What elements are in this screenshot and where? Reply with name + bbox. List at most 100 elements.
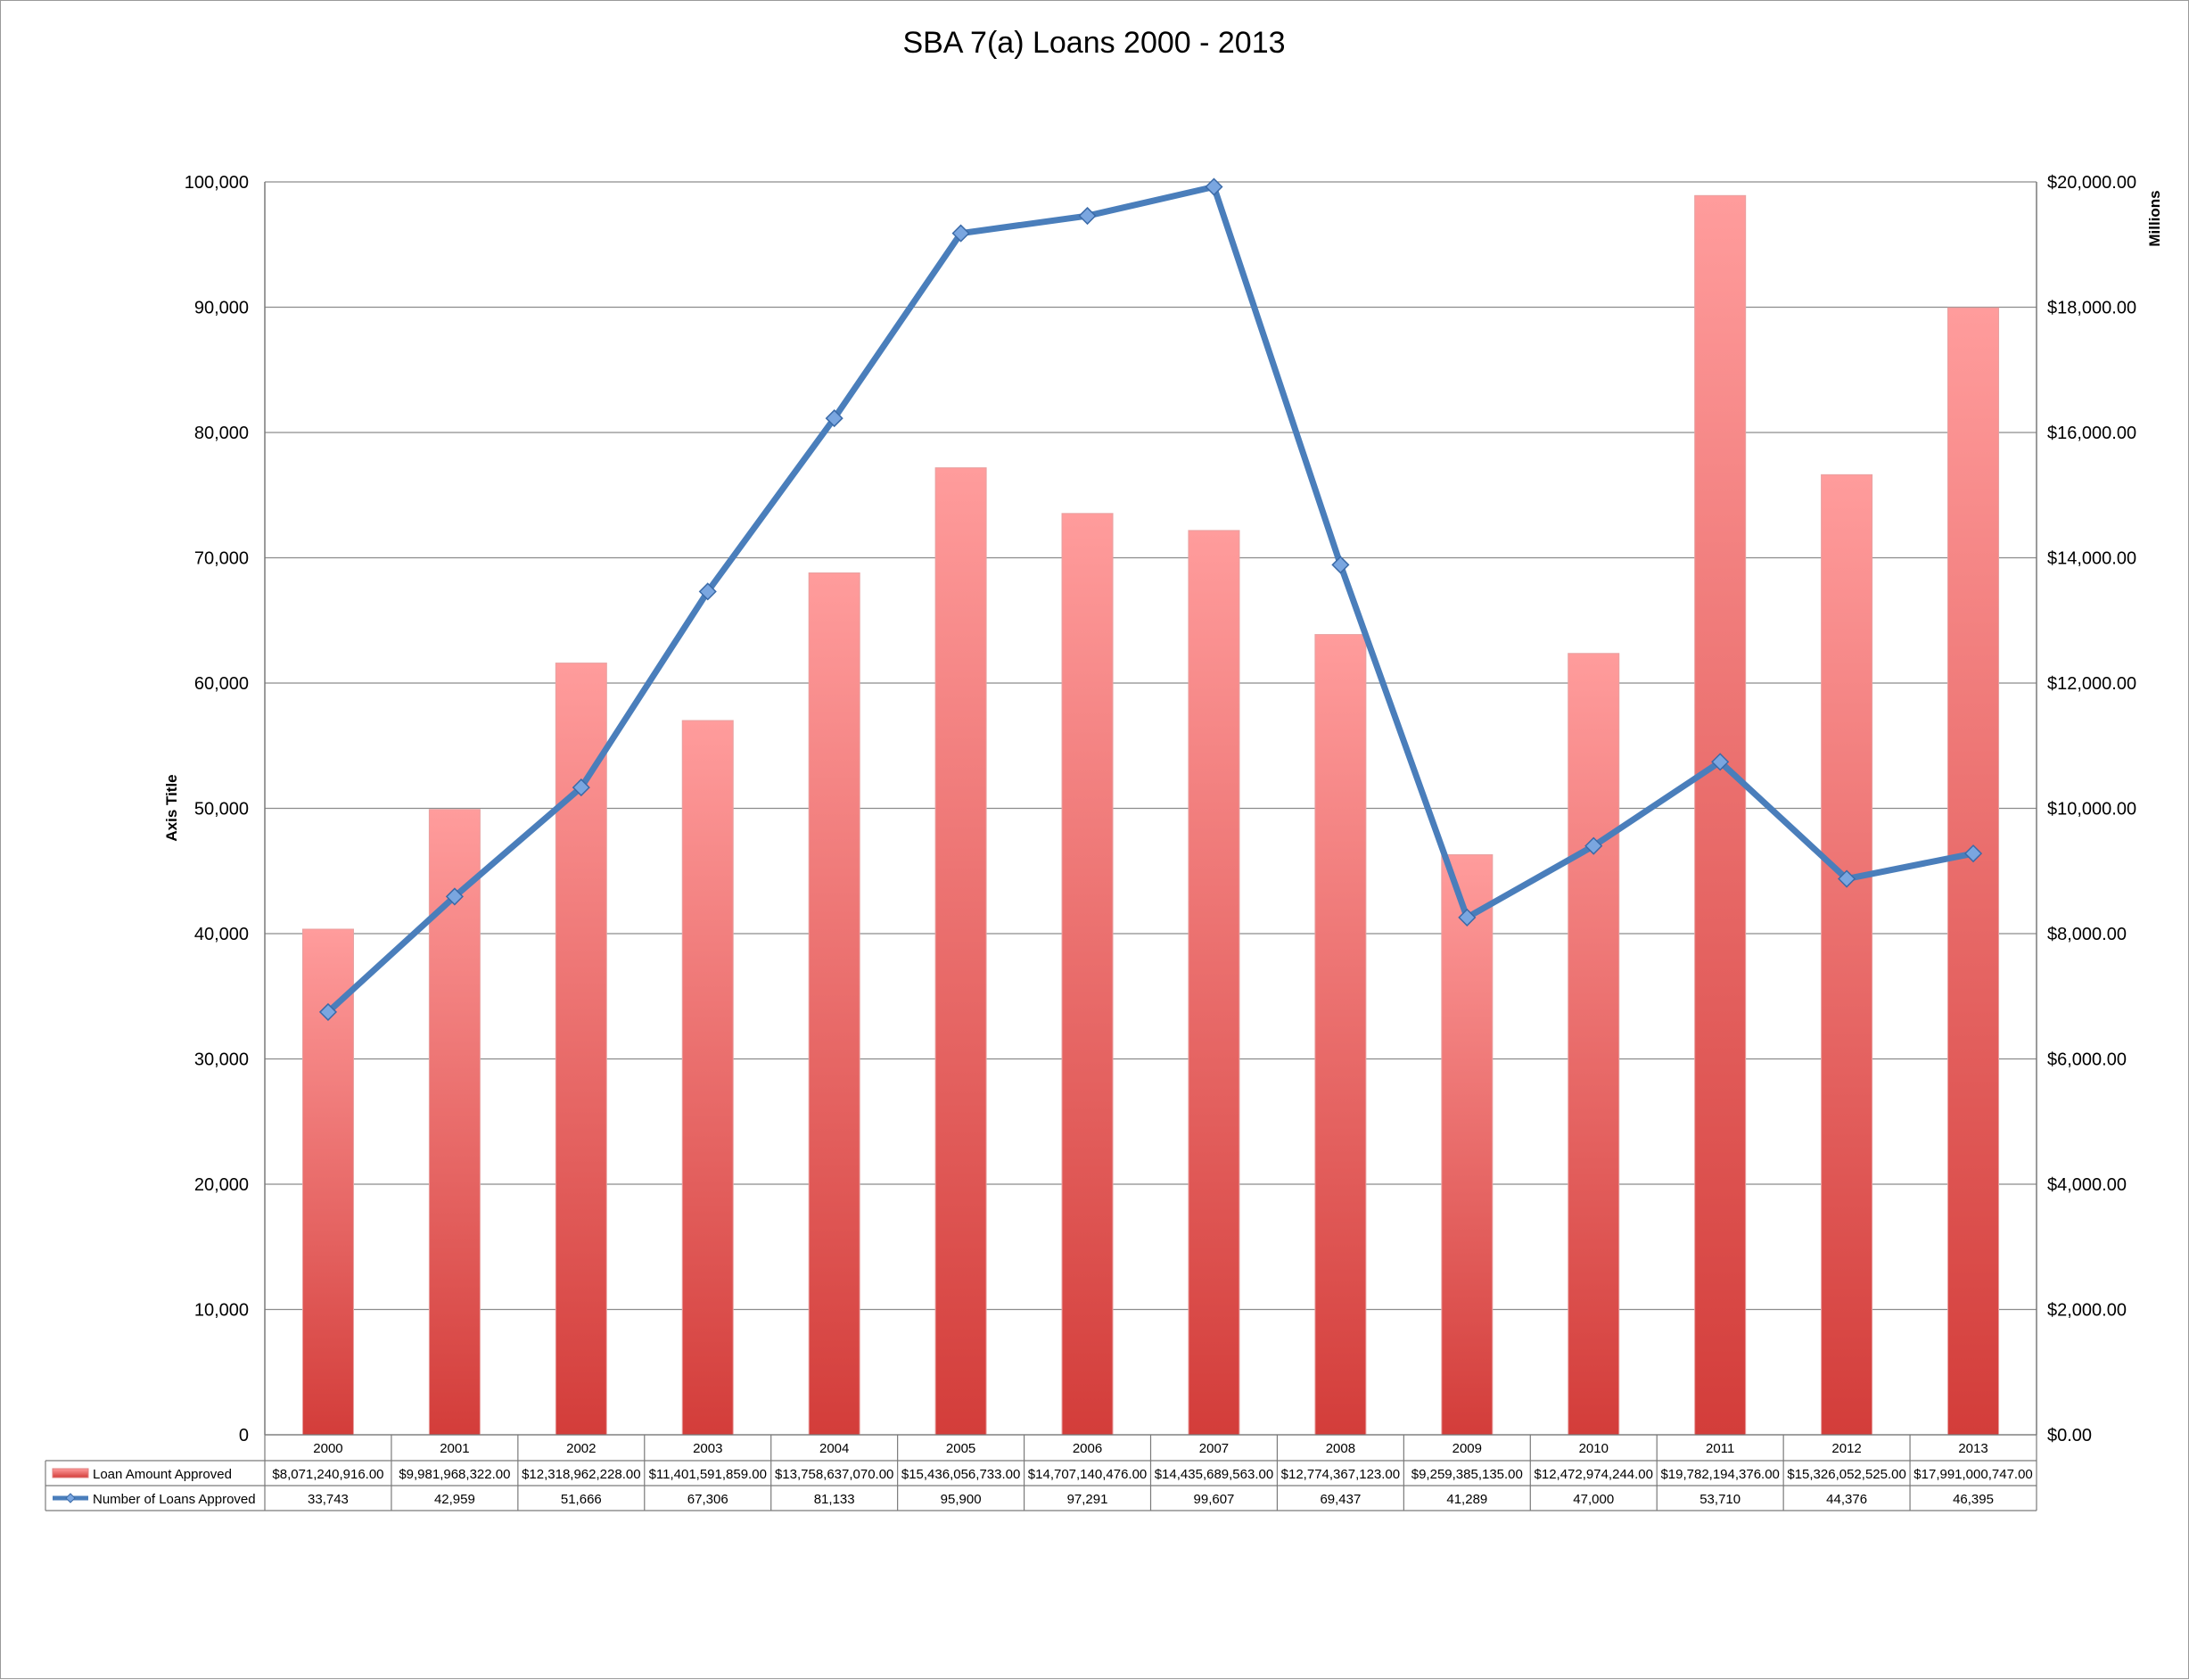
loan-amount-cell: $17,991,000,747.00 — [1913, 1467, 2032, 1482]
loan-count-cell: 81,133 — [814, 1492, 855, 1507]
loan-amount-cell: $12,774,367,123.00 — [1281, 1467, 1400, 1482]
bar-series — [301, 194, 2000, 1436]
loan-amount-cell: $12,472,974,244.00 — [1535, 1467, 1653, 1482]
loan-count-cell: 33,743 — [308, 1492, 349, 1507]
loan-amount-cell: $15,326,052,525.00 — [1787, 1467, 1905, 1482]
line-series — [318, 177, 1983, 1021]
loan-count-cell: 47,000 — [1573, 1492, 1614, 1507]
data-table: 2000 $8,071,240,916.00 33,743 2001 $9,981,96… — [45, 1434, 2037, 1511]
category-label: 2005 — [946, 1441, 975, 1456]
loan-amount-cell: $19,782,194,376.00 — [1660, 1467, 1779, 1482]
left-tick-label: 30,000 — [194, 1050, 249, 1070]
line-point — [825, 409, 844, 428]
line-point — [1584, 836, 1603, 855]
loan-count-cell: 41,289 — [1446, 1492, 1487, 1507]
line-point — [445, 887, 464, 906]
line-point — [951, 224, 970, 243]
category-label: 2012 — [1831, 1441, 1861, 1456]
line-point — [1205, 177, 1223, 196]
bar — [1061, 513, 1114, 1436]
category-label: 2003 — [693, 1441, 722, 1456]
left-tick-label: 20,000 — [194, 1175, 249, 1195]
bar — [808, 572, 860, 1436]
left-tick-label: 10,000 — [194, 1301, 249, 1321]
line-point — [698, 582, 717, 601]
right-tick-label: $10,000.00 — [2047, 800, 2136, 819]
loan-amount-cell: $14,707,140,476.00 — [1028, 1467, 1147, 1482]
left-tick-label: 60,000 — [194, 674, 249, 694]
left-axis-ticks: 0 10,000 20,000 30,000 40,000 50,000 60,000 70,… — [185, 173, 249, 1445]
line-point — [1458, 908, 1477, 926]
legend-label-loan-amount: Loan Amount Approved — [93, 1467, 232, 1482]
category-label: 2001 — [440, 1441, 469, 1456]
category-label: 2010 — [1579, 1441, 1609, 1456]
category-label: 2002 — [566, 1441, 596, 1456]
line-point — [572, 778, 590, 797]
loan-count-cell: 53,710 — [1699, 1492, 1741, 1507]
right-tick-label: $0.00 — [2047, 1426, 2092, 1445]
loan-count-cell: 99,607 — [1194, 1492, 1235, 1507]
right-tick-label: $20,000.00 — [2047, 173, 2136, 193]
right-tick-label: $8,000.00 — [2047, 925, 2127, 944]
line-point — [1078, 207, 1097, 226]
left-tick-label: 80,000 — [194, 424, 249, 443]
bar — [1694, 194, 1747, 1436]
bar — [934, 467, 987, 1436]
right-tick-label: $14,000.00 — [2047, 549, 2136, 569]
chart-title: SBA 7(a) Loans 2000 - 2013 — [902, 26, 1285, 60]
loan-count-cell: 97,291 — [1067, 1492, 1108, 1507]
legend-key-bar — [52, 1468, 89, 1478]
loan-count-cell: 67,306 — [687, 1492, 728, 1507]
right-axis-title: Millions — [2146, 190, 2163, 246]
bar — [1947, 307, 2000, 1436]
category-label: 2006 — [1073, 1441, 1102, 1456]
bar — [1441, 854, 1494, 1436]
loan-amount-cell: $15,436,056,733.00 — [901, 1467, 1020, 1482]
loan-count-cell: 42,959 — [434, 1492, 475, 1507]
category-label: 2013 — [1958, 1441, 1987, 1456]
line-point — [1838, 869, 1856, 888]
bar — [1188, 530, 1240, 1436]
right-tick-label: $12,000.00 — [2047, 674, 2136, 694]
line-point — [318, 1002, 338, 1021]
loan-count-cell: 95,900 — [941, 1492, 982, 1507]
loan-amount-cell: $13,758,637,070.00 — [775, 1467, 893, 1482]
line-point — [1963, 844, 1983, 863]
bar — [1314, 634, 1367, 1436]
loan-count-cell: 44,376 — [1826, 1492, 1867, 1507]
right-tick-label: $2,000.00 — [2047, 1301, 2127, 1321]
category-label: 2011 — [1706, 1441, 1734, 1456]
loan-amount-cell: $9,259,385,135.00 — [1411, 1467, 1523, 1482]
legend-label-loan-count: Number of Loans Approved — [93, 1492, 256, 1507]
bar — [1568, 653, 1620, 1436]
right-tick-label: $16,000.00 — [2047, 424, 2136, 443]
loan-amount-cell: $9,981,968,322.00 — [399, 1467, 510, 1482]
left-axis-title: Axis Title — [163, 774, 180, 841]
line-point — [1711, 753, 1730, 771]
loan-amount-cell: $11,401,591,859.00 — [649, 1467, 767, 1482]
loan-count-cell: 46,395 — [1953, 1492, 1994, 1507]
category-label: 2007 — [1199, 1441, 1229, 1456]
series-line — [325, 184, 1974, 1015]
left-tick-label: 70,000 — [194, 549, 249, 569]
left-tick-label: 50,000 — [194, 800, 249, 819]
line-point — [1331, 556, 1350, 574]
loan-amount-cell: $8,071,240,916.00 — [272, 1467, 383, 1482]
category-label: 2009 — [1452, 1441, 1482, 1456]
left-tick-label: 100,000 — [185, 173, 249, 193]
loan-count-cell: 69,437 — [1320, 1492, 1361, 1507]
category-label: 2004 — [819, 1441, 849, 1456]
category-label: 2000 — [313, 1441, 342, 1456]
right-tick-label: $18,000.00 — [2047, 299, 2136, 318]
loan-count-cell: 51,666 — [561, 1492, 602, 1507]
category-label: 2008 — [1326, 1441, 1355, 1456]
legend-key-marker — [65, 1493, 76, 1503]
right-tick-label: $6,000.00 — [2047, 1050, 2127, 1070]
bar — [1821, 474, 1873, 1436]
bar — [681, 720, 734, 1436]
left-tick-label: 40,000 — [194, 925, 249, 944]
loan-amount-cell: $12,318,962,228.00 — [522, 1467, 640, 1482]
right-axis-ticks: $0.00 $2,000.00 $4,000.00 $6,000.00 $8,000.0… — [2047, 173, 2136, 1445]
